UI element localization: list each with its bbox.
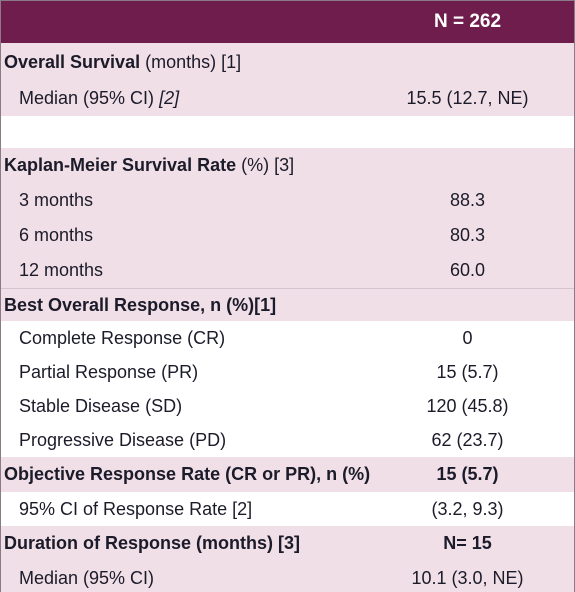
table-row-os-median: Median (95% CI) [2] 15.5 (12.7, NE) bbox=[1, 81, 574, 116]
row-label: 3 months bbox=[19, 190, 94, 210]
table-row-sd: Stable Disease (SD) 120 (45.8) bbox=[1, 389, 574, 423]
row-label-ref: [2] bbox=[159, 88, 180, 108]
table-row-km-3m: 3 months 88.3 bbox=[1, 183, 574, 218]
section-value: 15 (5.7) bbox=[436, 464, 499, 484]
section-duration-of-response: Duration of Response (months) [3] N= 15 bbox=[1, 526, 574, 561]
section-title: Duration of Response (months) [3] bbox=[4, 533, 300, 553]
row-label: Progressive Disease (PD) bbox=[19, 429, 227, 450]
row-label-text: Median (95% CI) bbox=[19, 88, 160, 108]
row-value: 15 (5.7) bbox=[436, 361, 499, 382]
row-label: 12 months bbox=[19, 260, 104, 280]
section-value: N= 15 bbox=[443, 533, 492, 553]
table-header: N = 262 bbox=[1, 1, 574, 43]
section-title: Kaplan-Meier Survival Rate (%) [3] bbox=[1, 155, 361, 176]
section-objective-response-rate: Objective Response Rate (CR or PR), n (%… bbox=[1, 457, 574, 492]
section-title-rest: (%) [3] bbox=[236, 155, 295, 175]
section-overall-survival: Overall Survival (months) [1] bbox=[1, 43, 574, 81]
row-value: 10.1 (3.0, NE) bbox=[411, 567, 524, 588]
section-title: Objective Response Rate (CR or PR), n (%… bbox=[4, 464, 371, 484]
n-total-heading: N = 262 bbox=[433, 11, 502, 32]
row-value: 80.3 bbox=[449, 225, 486, 245]
row-label: 95% CI of Response Rate [2] bbox=[19, 498, 253, 519]
section-title: Best Overall Response, n (%)[1] bbox=[4, 294, 277, 315]
row-value: 15.5 (12.7, NE) bbox=[406, 88, 529, 108]
table-row-dor-median: Median (95% CI) 10.1 (3.0, NE) bbox=[1, 561, 574, 592]
section-title-bold: Kaplan-Meier Survival Rate bbox=[4, 155, 237, 175]
row-value: 62 (23.7) bbox=[431, 429, 504, 450]
row-label: 6 months bbox=[19, 225, 94, 245]
row-label: Median (95% CI) [2] bbox=[1, 88, 361, 109]
table-row-cr: Complete Response (CR) 0 bbox=[1, 321, 574, 355]
row-value: 60.0 bbox=[449, 260, 486, 280]
row-label: Complete Response (CR) bbox=[19, 327, 226, 348]
section-km-survival-rate: Kaplan-Meier Survival Rate (%) [3] bbox=[1, 148, 574, 183]
table-row-pr: Partial Response (PR) 15 (5.7) bbox=[1, 355, 574, 389]
table-row-pd: Progressive Disease (PD) 62 (23.7) bbox=[1, 423, 574, 457]
row-value: (3.2, 9.3) bbox=[431, 498, 504, 519]
row-label: Partial Response (PR) bbox=[19, 361, 199, 382]
table-row-km-12m: 12 months 60.0 bbox=[1, 253, 574, 288]
table-row-km-6m: 6 months 80.3 bbox=[1, 218, 574, 253]
section-best-overall-response: Best Overall Response, n (%)[1] bbox=[1, 288, 574, 321]
row-label: Median (95% CI) bbox=[19, 567, 155, 588]
section-title: Overall Survival (months) [1] bbox=[1, 52, 361, 73]
section-title-bold: Overall Survival bbox=[4, 51, 141, 72]
row-value: 88.3 bbox=[449, 190, 486, 210]
row-value: 0 bbox=[462, 327, 473, 348]
row-label: Stable Disease (SD) bbox=[19, 395, 183, 416]
spacer-row bbox=[1, 116, 574, 148]
section-title-rest: (months) [1] bbox=[140, 51, 242, 72]
table-row-orr-ci: 95% CI of Response Rate [2] (3.2, 9.3) bbox=[1, 492, 574, 526]
row-value: 120 (45.8) bbox=[426, 395, 509, 416]
